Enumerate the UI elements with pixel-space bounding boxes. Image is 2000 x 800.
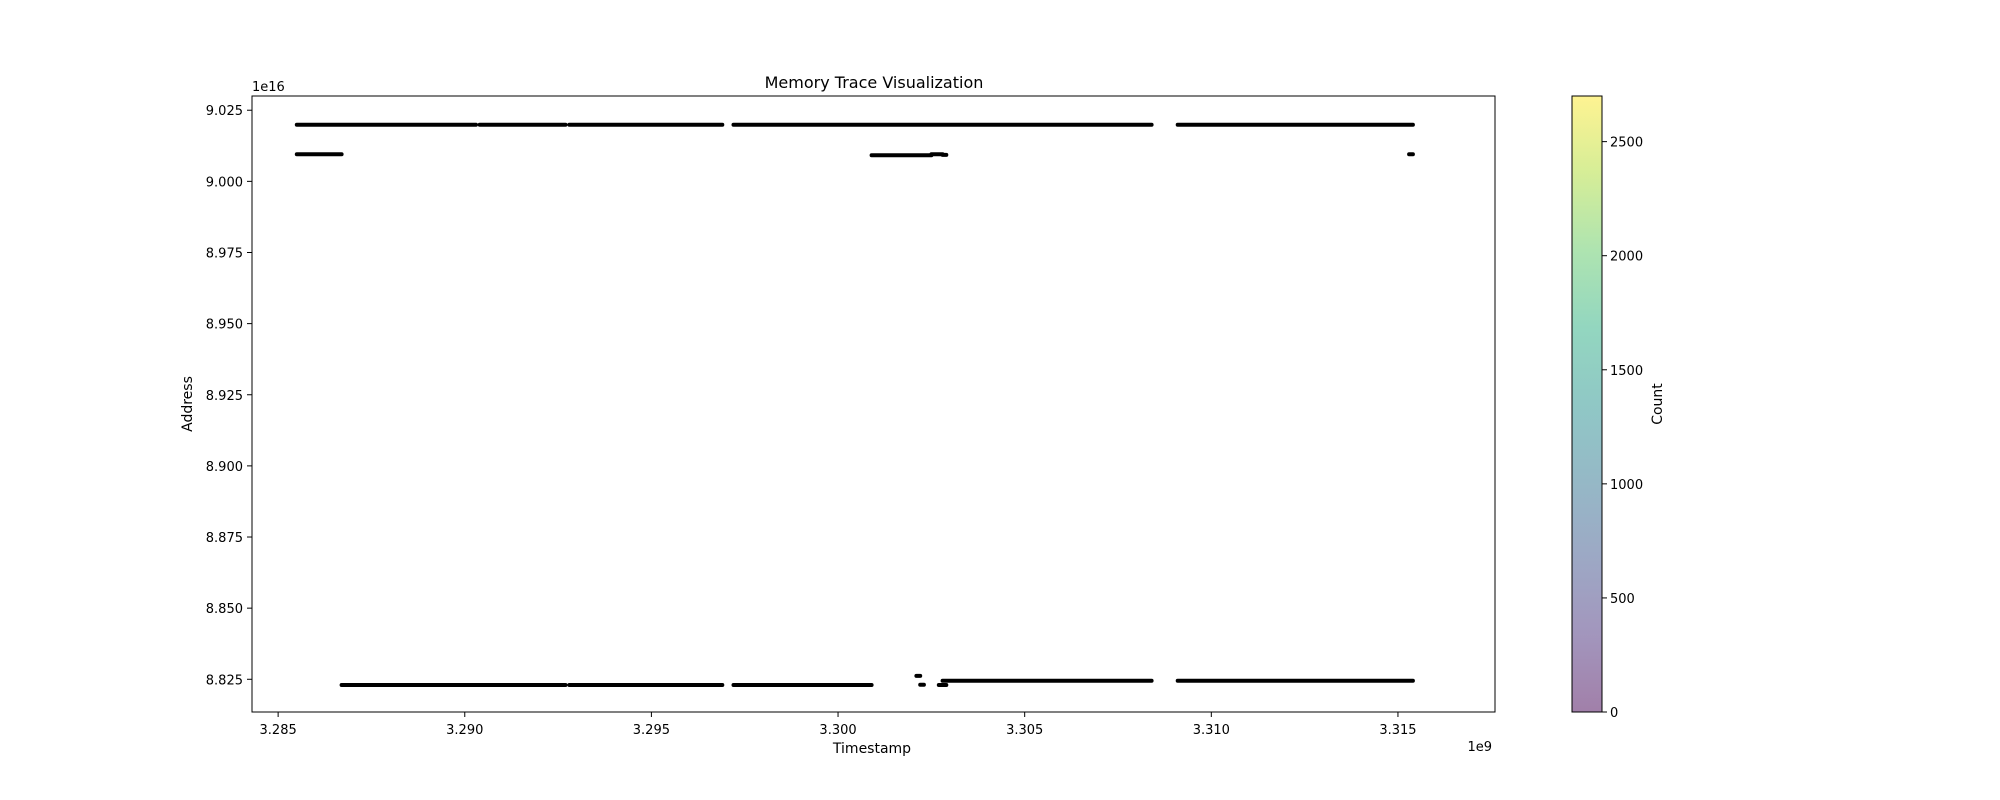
colorbar-gradient: [1572, 96, 1602, 712]
y-tick-label: 8.850: [206, 602, 243, 617]
colorbar-tick-label: 1500: [1610, 364, 1643, 379]
y-tick-label: 8.975: [206, 246, 243, 261]
colorbar-frame: [1571, 95, 1603, 713]
colorbar-tick-label: 1000: [1610, 478, 1643, 493]
x-tick-label: 3.290: [446, 723, 483, 738]
colorbar-tick-label: 0: [1610, 706, 1618, 721]
y-tick-label: 8.900: [206, 460, 243, 475]
x-axis-label: Timestamp: [832, 741, 911, 757]
colorbar-tick-label: 2500: [1610, 136, 1643, 151]
x-tick-label: 3.300: [819, 723, 856, 738]
plot-area: 3.285 3.290 3.295 3.300 3.305 3.310 3.315 8.82…: [206, 95, 1496, 738]
x-tick-label: 3.295: [633, 723, 670, 738]
y-tick-label: 9.000: [206, 175, 243, 190]
y-tick-label: 9.025: [206, 104, 243, 119]
colorbar-label: Count: [1650, 383, 1666, 425]
y-axis-label: Address: [180, 376, 196, 432]
chart-title: Memory Trace Visualization: [765, 73, 984, 92]
colorbar-tick-label: 2000: [1610, 250, 1643, 265]
y-tick-label: 8.875: [206, 531, 243, 546]
plot-frame: [251, 95, 1496, 713]
x-offset-label: 1e9: [1467, 740, 1492, 755]
x-tick-label: 3.310: [1193, 723, 1230, 738]
x-tick-label: 3.285: [260, 723, 297, 738]
colorbar-tick-label: 500: [1610, 592, 1635, 607]
y-tick-label: 8.925: [206, 389, 243, 404]
x-tick-label: 3.315: [1379, 723, 1416, 738]
y-tick-label: 8.950: [206, 318, 243, 333]
x-tick-label: 3.305: [1006, 723, 1043, 738]
x-axis: 3.285 3.290 3.295 3.300 3.305 3.310 3.315: [260, 712, 1417, 738]
colorbar-ticks: 0 500 1000 1500 2000 2500: [1602, 136, 1643, 721]
y-offset-label: 1e16: [252, 80, 285, 95]
colorbar: 0 500 1000 1500 2000 2500 Count: [1571, 95, 1666, 721]
data-layer: [294, 122, 1415, 687]
y-tick-label: 8.825: [206, 673, 243, 688]
y-axis: 8.825 8.850 8.875 8.900 8.925 8.950 8.975 9.000…: [206, 104, 252, 688]
